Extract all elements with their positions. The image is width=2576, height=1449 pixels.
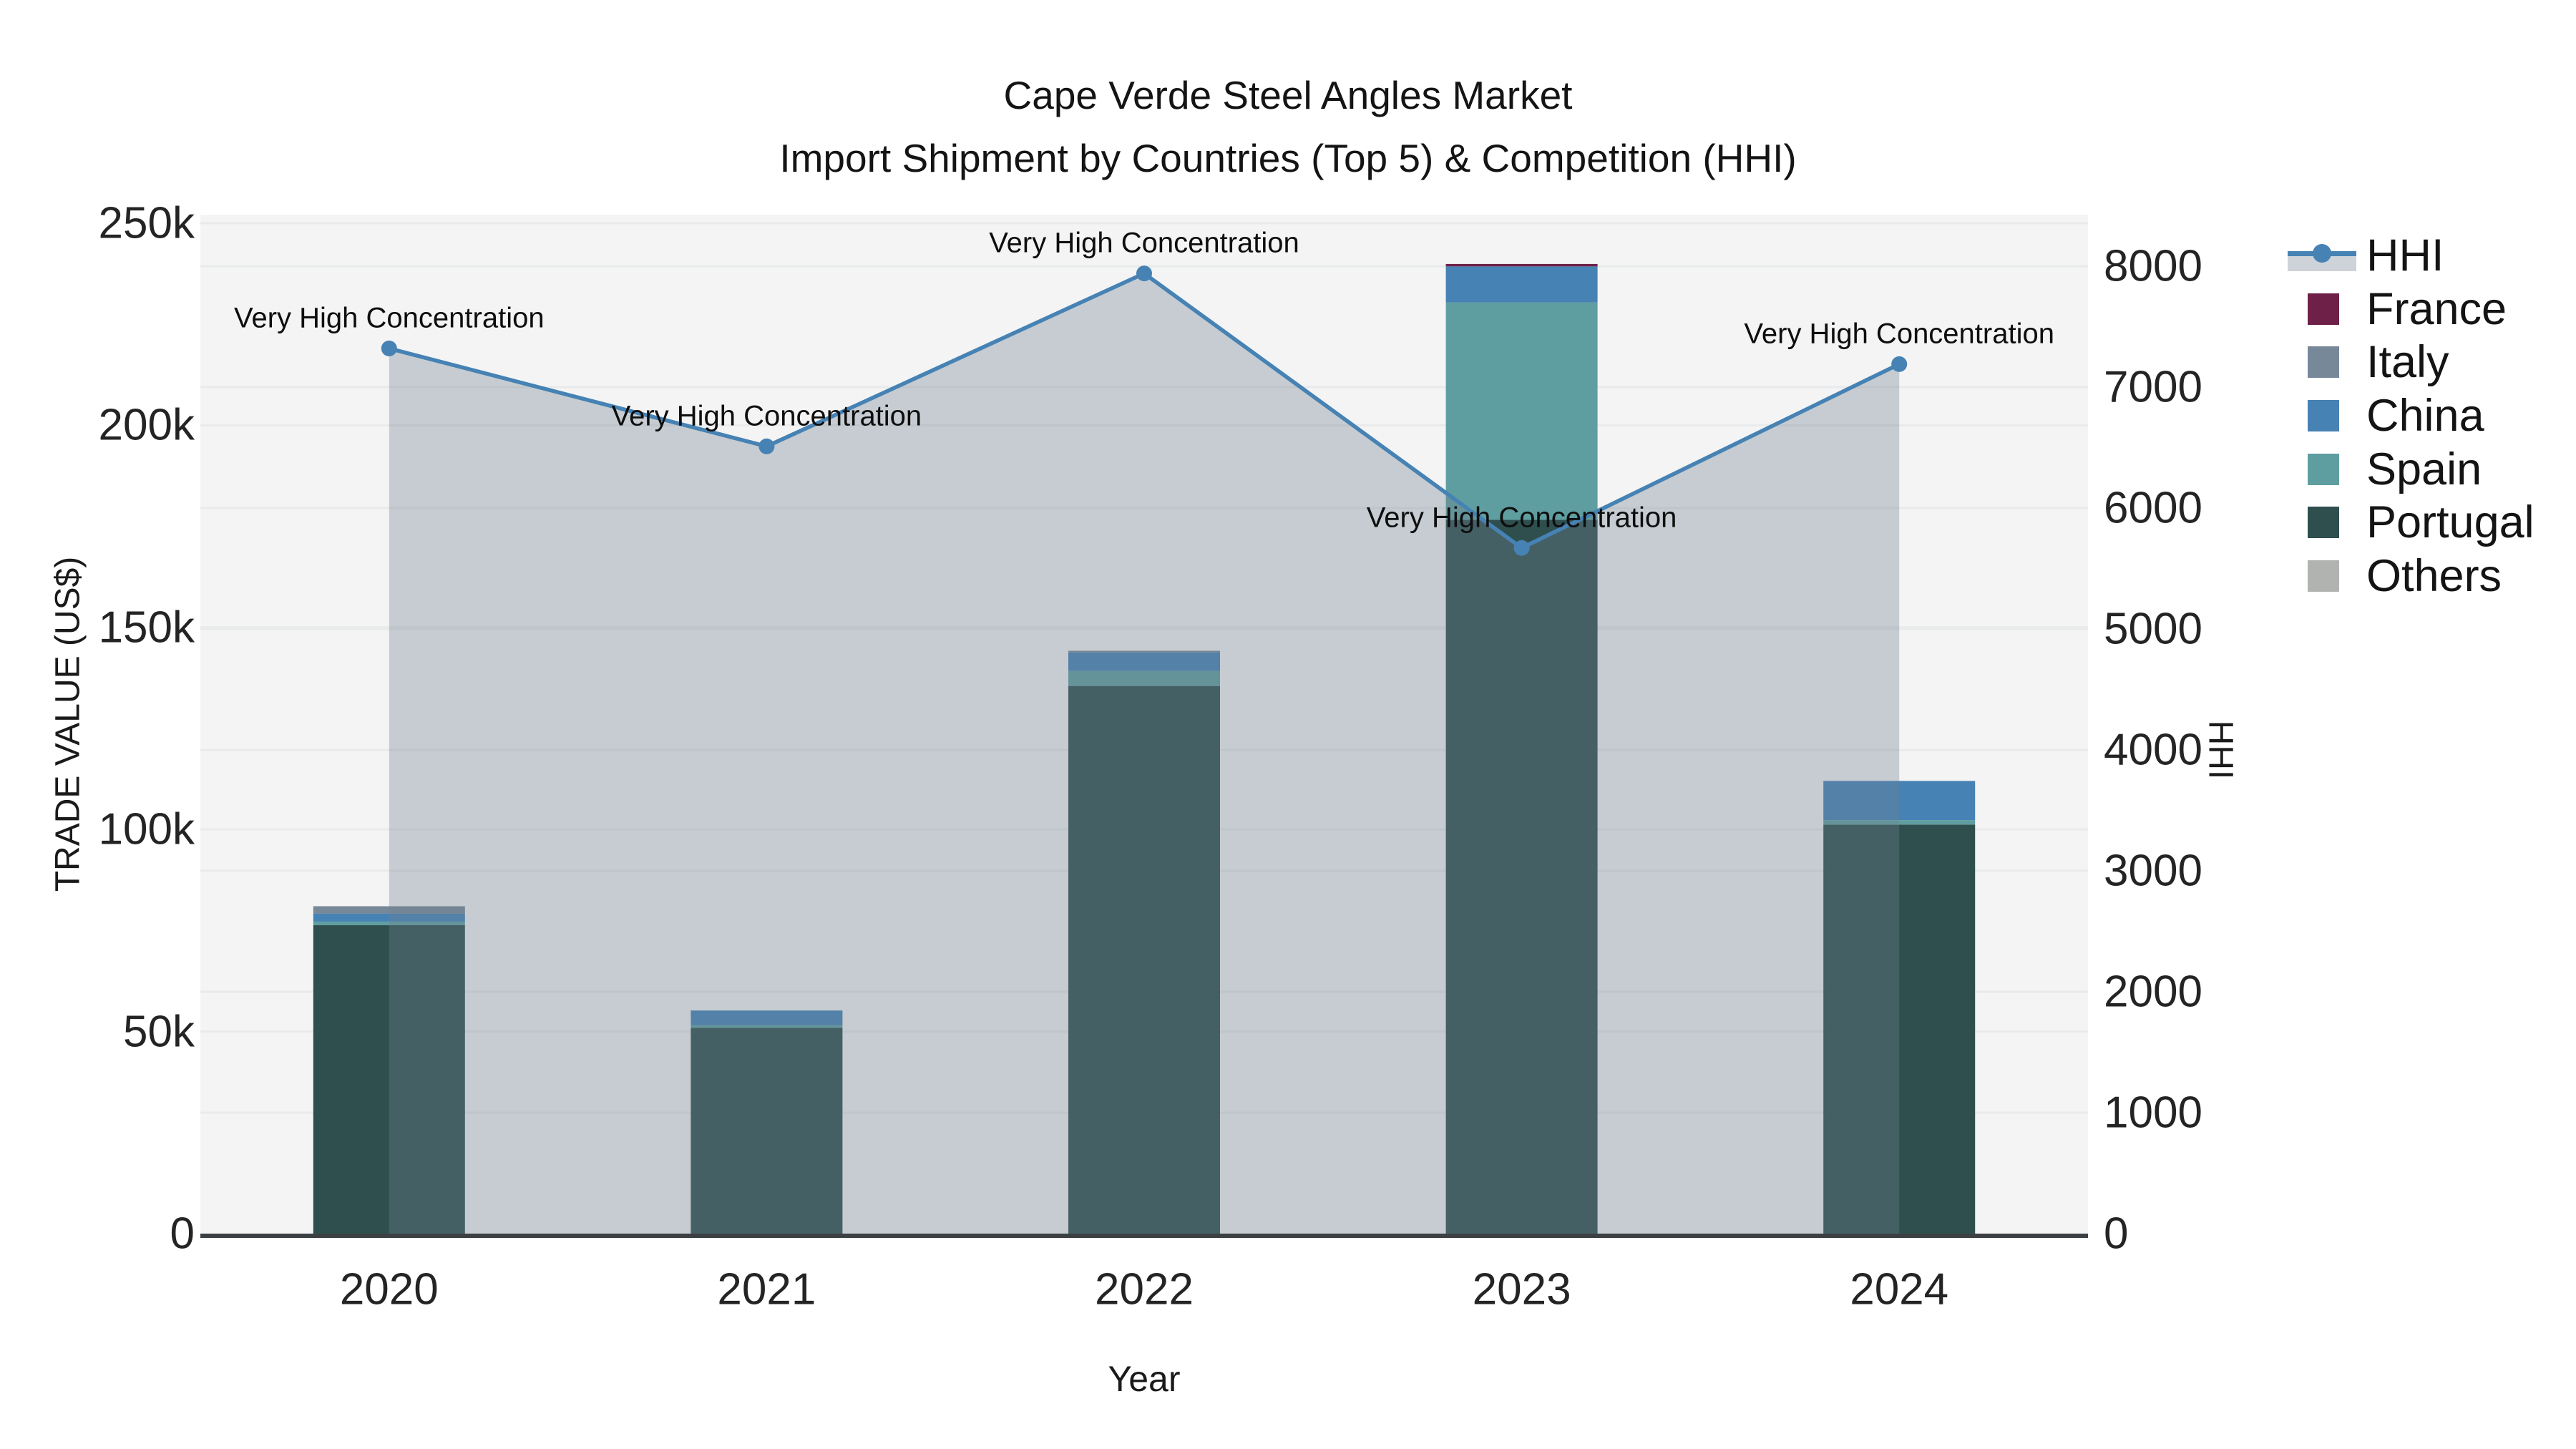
chart-title-line1: Cape Verde Steel Angles Market — [1003, 73, 1573, 117]
italy-swatch — [2308, 346, 2339, 379]
legend-label: HHI — [2366, 230, 2444, 281]
hhi-line-swatch — [2286, 240, 2366, 272]
legend-item-france[interactable]: France — [2286, 283, 2534, 336]
legend-item-italy[interactable]: Italy — [2286, 336, 2534, 389]
bar-segment-portugal — [1445, 519, 1598, 1234]
legend-item-spain[interactable]: Spain — [2286, 442, 2534, 496]
china-swatch — [2308, 400, 2339, 432]
legend-label: Others — [2366, 550, 2502, 601]
legend-label: China — [2366, 391, 2484, 441]
hhi-marker — [1513, 540, 1530, 556]
hhi-marker — [1891, 356, 1908, 372]
hhi-area-fill — [389, 273, 1900, 1234]
bar-segment-italy — [313, 906, 465, 914]
bar-segment-spain — [691, 1025, 843, 1028]
bar-segment-italy — [1068, 650, 1220, 653]
hhi-marker — [381, 340, 397, 356]
bar-segment-spain — [1445, 302, 1598, 520]
bar-segment-china — [313, 913, 465, 922]
bar-segment-spain — [1068, 670, 1220, 686]
hhi-marker — [758, 438, 775, 454]
bar-segment-china — [691, 1010, 843, 1025]
hhi-marker-dot — [2313, 244, 2331, 263]
bar-segment-china — [1445, 266, 1598, 303]
chart-title: Cape Verde Steel Angles Market Import Sh… — [0, 64, 2576, 190]
x-axis-title: Year — [1108, 1359, 1181, 1399]
hhi-marker — [1136, 265, 1152, 282]
portugal-swatch — [2308, 507, 2339, 539]
bar-segment-portugal — [1068, 686, 1220, 1234]
bar-segment-portugal — [313, 925, 465, 1234]
bar-segment-france — [1445, 263, 1598, 267]
bar-segment-portugal — [691, 1028, 843, 1234]
chart-title-line2: Import Shipment by Countries (Top 5) & C… — [779, 136, 1797, 180]
legend-label: France — [2366, 283, 2507, 334]
bar-segment-portugal — [1823, 824, 1976, 1234]
y2-axis-title: HHI — [2201, 720, 2240, 780]
legend-label: Portugal — [2366, 497, 2534, 548]
bar-segment-china — [1068, 652, 1220, 671]
legend-label: Spain — [2366, 444, 2482, 494]
france-swatch — [2308, 293, 2339, 325]
legend-item-others[interactable]: Others — [2286, 550, 2534, 603]
legend: HHI France Italy China Spain Portugal Ot… — [2286, 229, 2534, 602]
bar-segment-spain — [1823, 820, 1976, 825]
legend-item-china[interactable]: China — [2286, 389, 2534, 443]
legend-label: Italy — [2366, 337, 2449, 388]
legend-item-portugal[interactable]: Portugal — [2286, 496, 2534, 550]
y-axis-title: TRADE VALUE (US$) — [49, 556, 87, 892]
bar-segment-spain — [313, 921, 465, 926]
spain-swatch — [2308, 453, 2339, 485]
legend-item-hhi[interactable]: HHI — [2286, 229, 2534, 283]
hhi-line-sample — [2288, 240, 2356, 272]
bar-segment-china — [1823, 781, 1976, 821]
others-swatch — [2308, 560, 2339, 592]
